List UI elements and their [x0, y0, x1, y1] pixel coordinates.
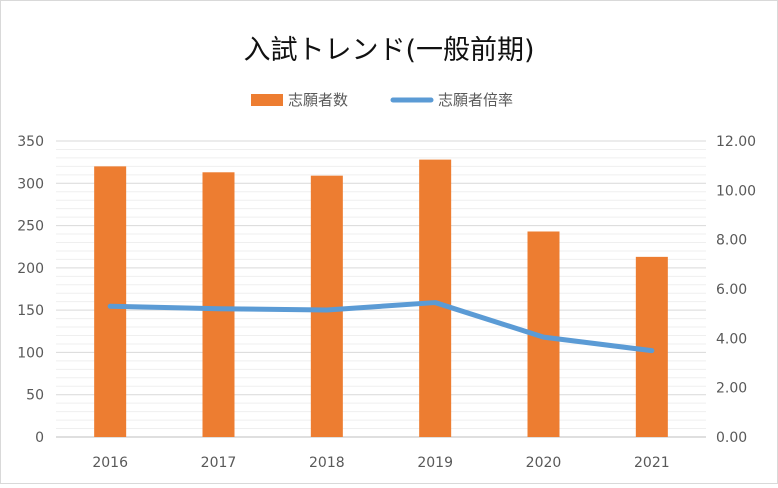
right-tick-label: 0.00	[716, 430, 747, 446]
bar	[203, 172, 235, 437]
left-axis-ticks: 0 50 100 150 200 250 300 350	[17, 134, 44, 446]
gridlines	[56, 141, 706, 437]
x-tick-label: 2018	[309, 455, 345, 471]
legend-label-line: 志願者倍率	[438, 91, 513, 109]
x-tick-label: 2020	[526, 455, 562, 471]
legend: 志願者数 志願者倍率	[251, 91, 513, 109]
bar	[94, 166, 126, 437]
x-tick-label: 2019	[417, 455, 453, 471]
right-tick-label: 4.00	[716, 331, 747, 347]
x-axis-ticks: 2016 2017 2018 2019 2020 2021	[92, 455, 669, 471]
left-tick-label: 150	[17, 303, 44, 319]
bar	[419, 160, 451, 437]
left-tick-label: 300	[17, 176, 44, 192]
legend-label-bar: 志願者数	[288, 91, 348, 109]
right-tick-label: 6.00	[716, 282, 747, 298]
bar-series	[94, 160, 668, 437]
right-axis-ticks: 0.00 2.00 4.00 6.00 8.00 10.00 12.00	[716, 134, 756, 446]
left-tick-label: 0	[35, 430, 44, 446]
right-tick-label: 10.00	[716, 183, 756, 199]
x-tick-label: 2017	[201, 455, 237, 471]
chart-title: 入試トレンド(一般前期)	[243, 35, 534, 66]
left-tick-label: 350	[17, 134, 44, 150]
bar	[311, 176, 343, 437]
right-tick-label: 2.00	[716, 381, 747, 397]
left-tick-label: 50	[26, 388, 44, 404]
left-tick-label: 100	[17, 345, 44, 361]
left-tick-label: 200	[17, 261, 44, 277]
x-tick-label: 2021	[634, 455, 670, 471]
x-tick-label: 2016	[92, 455, 128, 471]
right-tick-label: 8.00	[716, 233, 747, 249]
left-tick-label: 250	[17, 219, 44, 235]
right-tick-label: 12.00	[716, 134, 756, 150]
legend-swatch-bar	[251, 94, 283, 106]
